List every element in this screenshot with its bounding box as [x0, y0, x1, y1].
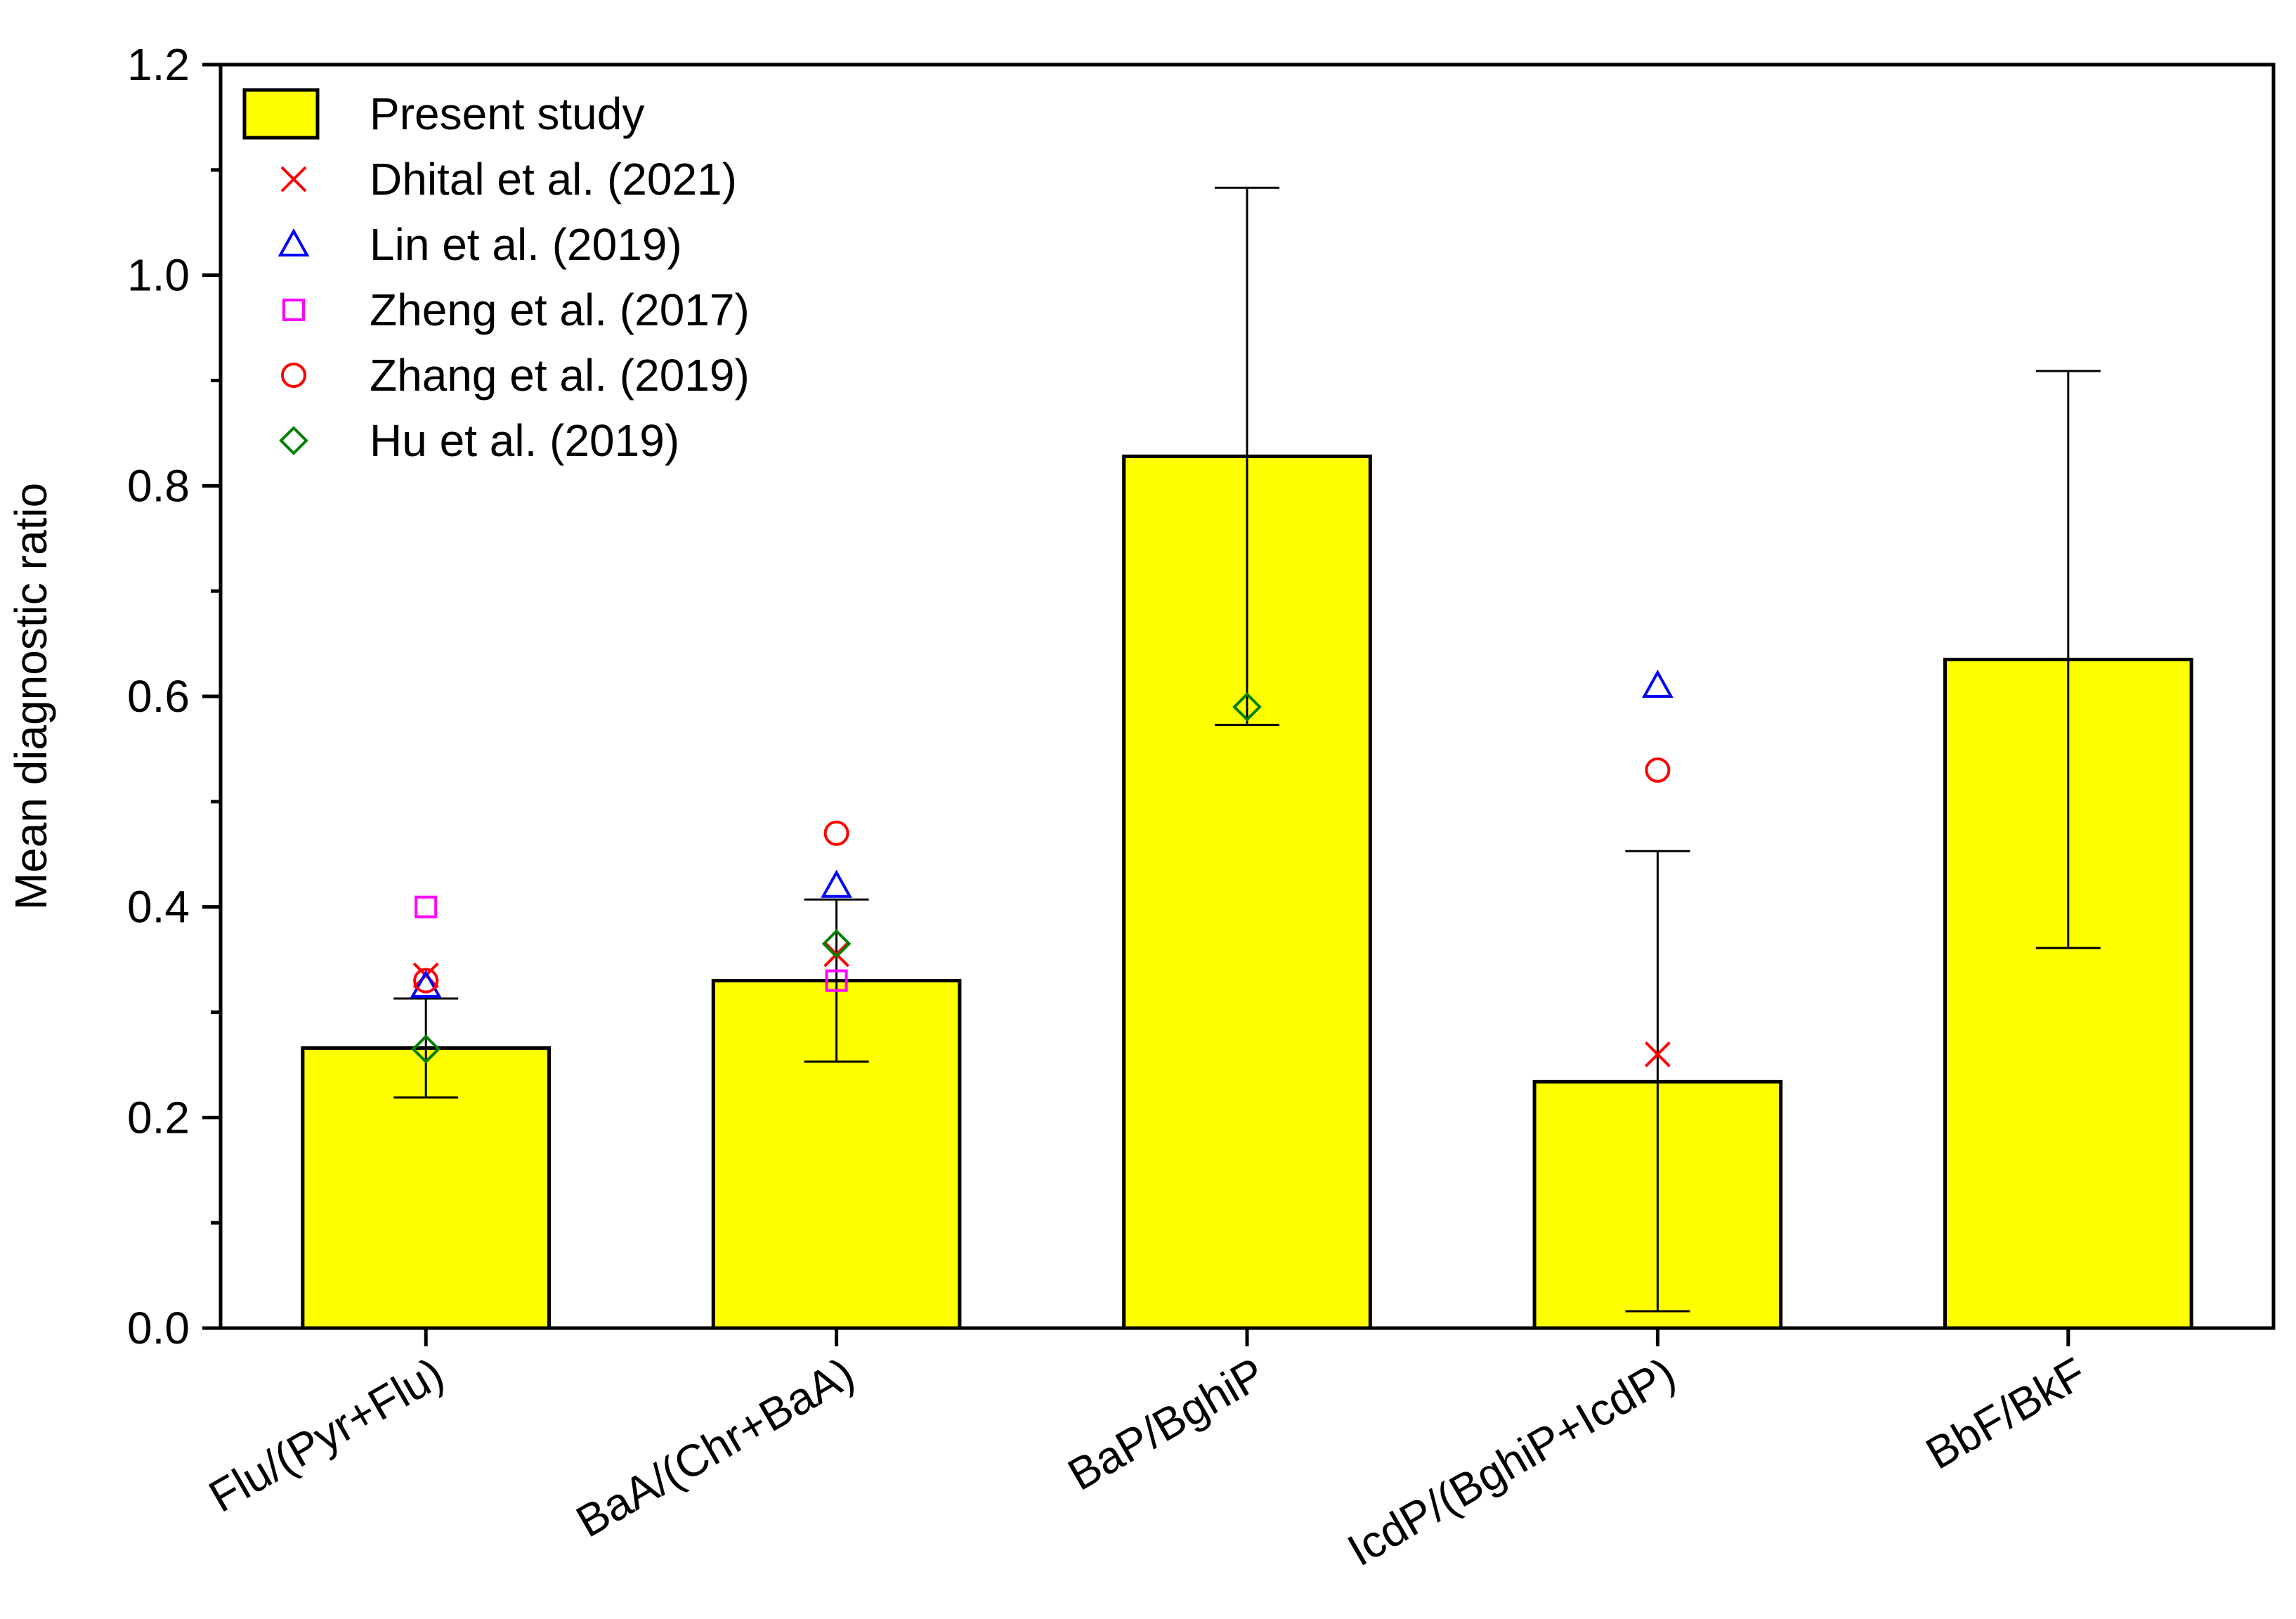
legend-label: Zhang et al. (2019) [370, 350, 750, 401]
legend-label: Dhital et al. (2021) [370, 154, 737, 204]
legend-label: Hu et al. (2019) [370, 415, 679, 466]
x-category-label: IcdP/(BghiP+IcdP) [1339, 1348, 1683, 1576]
y-tick-label: 1.2 [127, 39, 190, 90]
diamond-marker-point [411, 1034, 441, 1064]
y-tick-labels: 0.0 0.2 0.4 0.6 0.8 1.0 1.2 [127, 39, 190, 1353]
plot-frame [218, 63, 2276, 1330]
y-tick-label: 0.6 [127, 671, 190, 722]
x-category-label: Flu/(Pyr+Flu) [200, 1348, 452, 1522]
y-tick-label: 0.4 [127, 882, 190, 932]
x-category-label: BaP/BghiP [1059, 1348, 1273, 1500]
legend-label: Lin et al. (2019) [370, 219, 682, 270]
triangle-marker-point [410, 969, 442, 999]
axis-ticks [202, 63, 2070, 1346]
x-category-labels: Flu/(Pyr+Flu) BaA/(Chr+BaA) BaP/BghiP IcdP/… [200, 1348, 2094, 1576]
x-marker-point [1644, 1041, 1671, 1067]
legend: Present study Dhital et al. (2021) Lin et … [242, 88, 750, 466]
legend-circle-icon [281, 363, 306, 388]
circle-marker-point [823, 820, 849, 846]
square-marker-point [825, 969, 848, 992]
diamond-marker-point [821, 929, 852, 958]
legend-diamond-icon [279, 426, 308, 455]
triangle-marker-point [821, 869, 853, 898]
x-marker-point [823, 941, 850, 968]
diamond-marker-point [1232, 692, 1262, 722]
legend-label: Present study [370, 89, 644, 139]
y-tick-label: 0.2 [127, 1092, 190, 1143]
x-category-label: BbF/BkF [1917, 1348, 2094, 1479]
square-marker-point [415, 895, 438, 918]
legend-swatch-bar [242, 88, 320, 140]
legend-square-icon [282, 299, 305, 321]
reference-markers [410, 669, 1674, 1067]
x-category-label: BaA/(Chr+BaA) [568, 1348, 863, 1547]
y-tick-label: 0.8 [127, 460, 190, 511]
triangle-marker-point [1641, 669, 1674, 698]
error-bars [393, 186, 2101, 1313]
y-tick-label: 1.0 [127, 250, 190, 301]
legend-label: Zheng et al. (2017) [370, 285, 750, 335]
circle-marker-point [1645, 757, 1671, 783]
circle-marker-point [413, 968, 439, 994]
legend-x-icon [280, 166, 307, 193]
y-tick-label: 0.0 [127, 1303, 190, 1353]
y-axis-title: Mean diagnostic ratio [6, 483, 56, 910]
legend-triangle-icon [278, 228, 310, 256]
